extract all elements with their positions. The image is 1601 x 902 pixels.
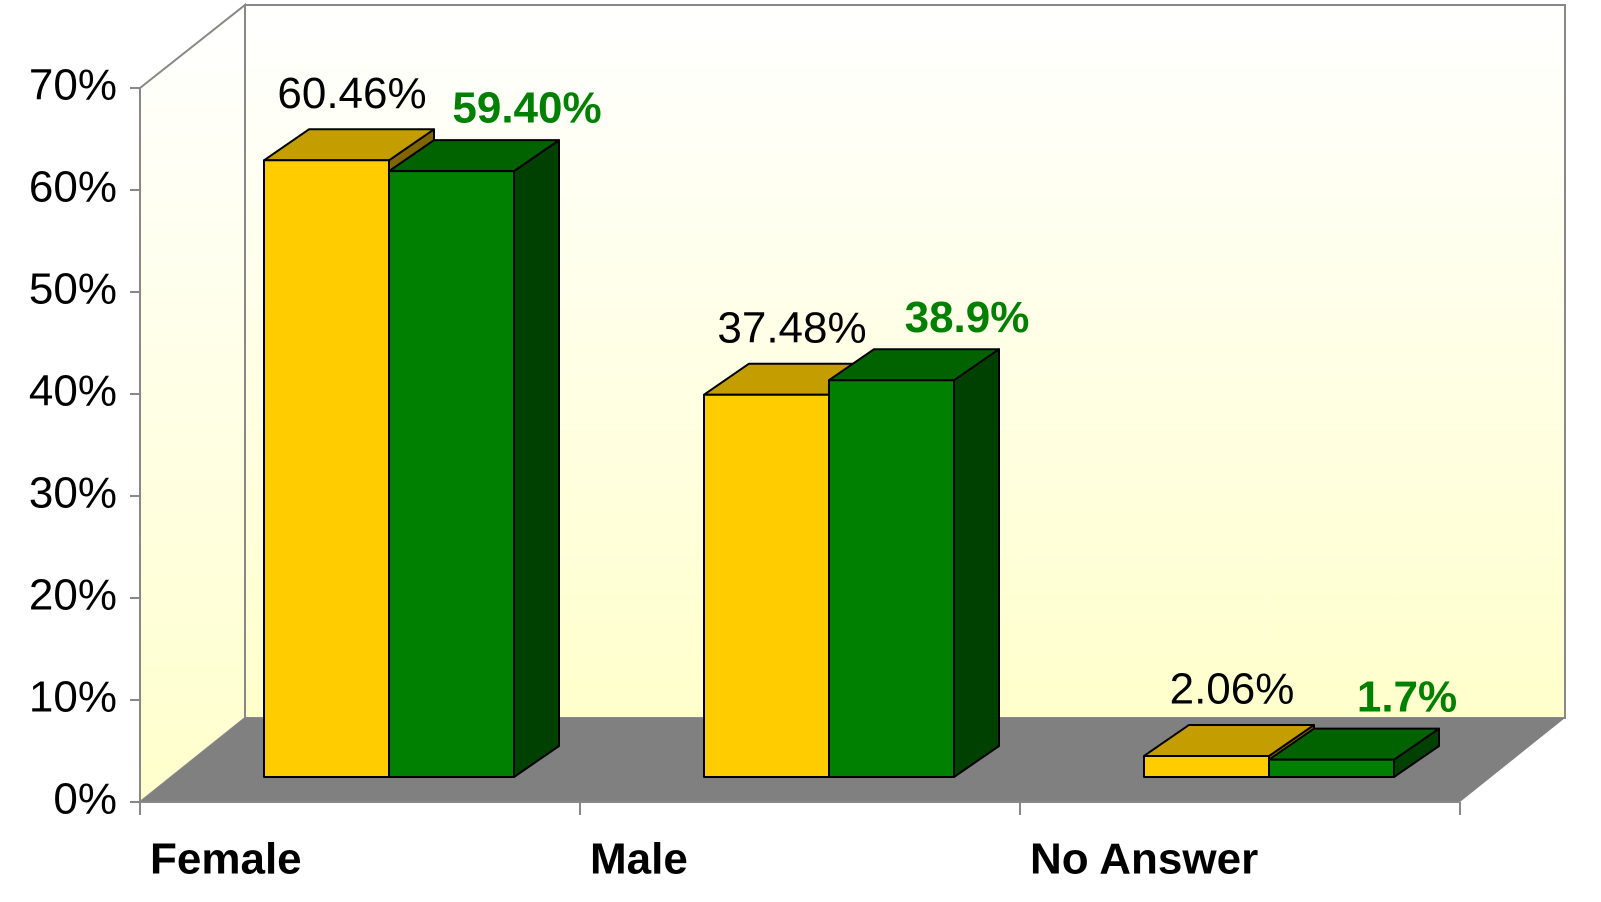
bar-front [1143,754,1270,778]
y-tick-label: 10% [29,673,117,722]
value-label: 38.9% [905,293,1030,342]
bar-front [263,159,390,779]
bar [388,139,560,778]
y-tick-label: 40% [29,367,117,416]
x-tick-label: Female [150,835,302,884]
y-tick-label: 70% [29,61,117,110]
value-label: 37.48% [717,303,866,352]
bar-side [513,139,560,778]
y-tick-label: 30% [29,469,117,518]
bar-side [953,348,1000,778]
y-tick-label: 0% [53,775,117,824]
x-tick-label: Male [590,835,688,884]
bar-front [1268,758,1395,778]
value-label: 1.7% [1357,672,1457,721]
x-tick-label: No Answer [1030,835,1258,884]
y-tick-label: 20% [29,571,117,620]
value-label: 2.06% [1170,665,1295,714]
value-label: 60.46% [277,69,426,118]
bar-front [388,170,515,778]
y-tick-label: 50% [29,265,117,314]
bar-front [828,379,955,778]
bar [263,128,435,779]
bar-front [703,393,830,778]
side-wall [139,2,246,805]
bar [1268,727,1440,778]
bar [828,348,1000,778]
value-label: 59.40% [452,84,601,133]
y-tick-label: 60% [29,163,117,212]
